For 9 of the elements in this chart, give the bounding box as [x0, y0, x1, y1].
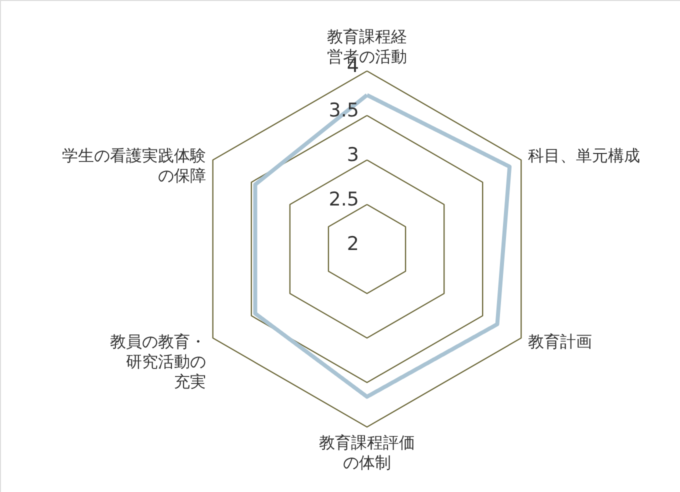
y-tick-label: 2.5 [328, 188, 359, 210]
spoke-label: 教員の教育・研究活動の充実 [110, 332, 206, 391]
spoke-label: 教育課程評価の体制 [319, 433, 415, 472]
spoke-label: 教育計画 [528, 332, 592, 351]
y-tick-label: 2 [346, 233, 359, 255]
spoke-label: 科目、単元構成 [528, 146, 640, 165]
spoke-label: 学生の看護実践体験の保障 [62, 146, 206, 185]
y-tick-label: 3.5 [328, 100, 359, 122]
y-tick-label: 3 [346, 144, 359, 166]
